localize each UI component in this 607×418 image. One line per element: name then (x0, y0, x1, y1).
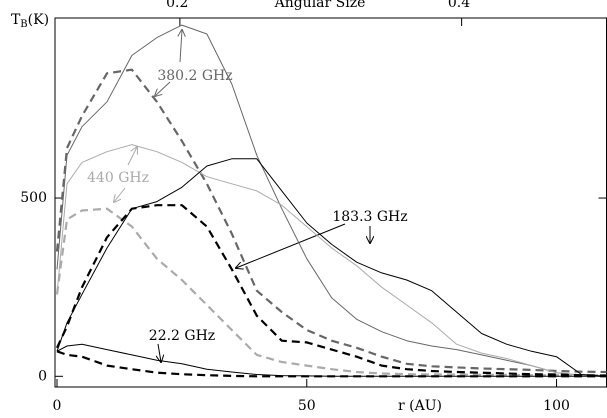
arrow (114, 187, 126, 202)
arrow (127, 147, 137, 166)
top-axis-label: Angular Size (274, 0, 366, 11)
arrow (180, 30, 182, 63)
top-tick-label: 0.4″ (448, 0, 476, 11)
annotation: 22.2 GHz (149, 328, 215, 344)
annotation: 380.2 GHz (157, 68, 232, 84)
arrows (114, 30, 370, 362)
arrow (158, 343, 161, 362)
line-series (56, 204, 607, 377)
top-tick-label: 0.2″ (166, 0, 194, 11)
line-series (56, 350, 607, 378)
line-series (56, 144, 607, 377)
y-axis-label: TB(K) (11, 12, 49, 30)
line-series (56, 158, 607, 377)
annotation: 183.3 GHz (332, 209, 407, 225)
arrow (236, 223, 346, 268)
x-axis-label: r (AU) (398, 398, 442, 414)
x-tick-label: 50 (298, 398, 316, 414)
y-tick-label: 500 (20, 190, 47, 206)
arrow (155, 81, 171, 96)
annotation: 440 GHz (87, 170, 149, 186)
line-series (55, 68, 607, 374)
line-series (55, 207, 607, 377)
x-tick-label: 100 (543, 398, 570, 414)
frame (54, 17, 607, 388)
line-series (56, 24, 607, 377)
x-tick-label: 0 (53, 398, 62, 414)
y-tick-label: 0 (38, 368, 47, 384)
